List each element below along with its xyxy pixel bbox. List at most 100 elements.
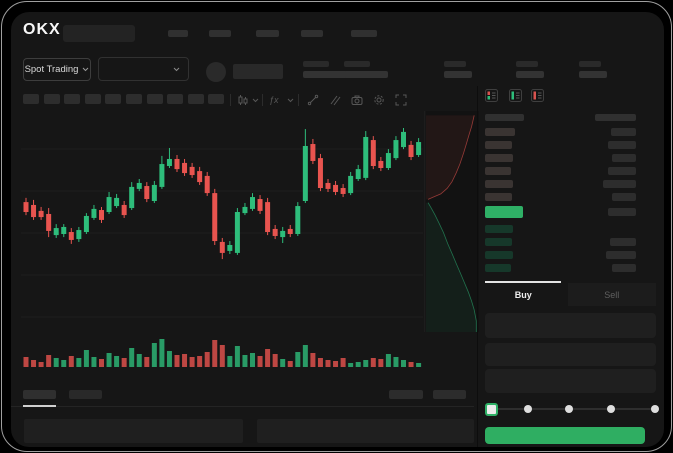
volume-bar bbox=[287, 361, 293, 367]
bid-row-price-placeholder[interactable] bbox=[485, 264, 511, 272]
candle-body bbox=[302, 146, 308, 201]
ask-row-price-placeholder[interactable] bbox=[485, 180, 513, 188]
draw-tool-icon[interactable] bbox=[329, 94, 343, 107]
timeframe-button[interactable] bbox=[167, 94, 184, 104]
settings-icon[interactable] bbox=[373, 94, 387, 107]
book-combined-icon[interactable] bbox=[485, 89, 498, 102]
ask-row-amount-placeholder[interactable] bbox=[611, 128, 636, 136]
trade-input-placeholder[interactable] bbox=[485, 313, 656, 338]
volume-bar bbox=[416, 363, 422, 367]
orders-tab[interactable] bbox=[69, 390, 102, 399]
ask-row-price-placeholder[interactable] bbox=[485, 128, 515, 136]
market-type-selector[interactable]: Spot Trading bbox=[23, 58, 91, 81]
candle-body bbox=[189, 166, 195, 176]
volume-bar bbox=[159, 339, 165, 367]
ask-row-amount-placeholder[interactable] bbox=[612, 154, 636, 162]
timeframe-button[interactable] bbox=[23, 94, 39, 104]
ask-row-price-placeholder[interactable] bbox=[485, 167, 511, 175]
ask-row-amount-placeholder[interactable] bbox=[608, 141, 636, 149]
ask-row-amount-placeholder[interactable] bbox=[603, 180, 636, 188]
trade-input-placeholder[interactable] bbox=[485, 369, 656, 393]
timeframe-button[interactable] bbox=[208, 94, 225, 104]
ticker-stat-label-placeholder bbox=[444, 61, 466, 67]
tab-buy[interactable]: Buy bbox=[514, 289, 532, 300]
timeframe-button[interactable] bbox=[126, 94, 142, 104]
candle-body bbox=[46, 213, 52, 231]
ask-row-price-placeholder[interactable] bbox=[485, 193, 512, 201]
pair-selector-dropdown[interactable] bbox=[98, 57, 189, 81]
bid-row-amount-placeholder[interactable] bbox=[606, 251, 636, 259]
timeframe-button[interactable] bbox=[84, 94, 101, 104]
volume-bar bbox=[31, 360, 37, 367]
nav-item-placeholder[interactable] bbox=[351, 30, 377, 37]
nav-item-placeholder[interactable] bbox=[168, 30, 188, 37]
volume-bar bbox=[189, 357, 195, 367]
bid-row-amount-placeholder[interactable] bbox=[612, 264, 636, 272]
book-asks-icon[interactable] bbox=[531, 89, 544, 102]
camera-icon[interactable] bbox=[351, 94, 365, 107]
bid-row-amount-placeholder[interactable] bbox=[610, 238, 636, 246]
chevron-down-icon[interactable] bbox=[287, 94, 295, 107]
volume-bar bbox=[76, 358, 82, 367]
candle-body bbox=[295, 206, 301, 234]
active-tab-underline bbox=[23, 405, 56, 407]
slider-stop-100[interactable] bbox=[651, 405, 659, 413]
timeframe-button[interactable] bbox=[146, 94, 163, 104]
depth-chart[interactable] bbox=[426, 111, 479, 332]
volume-bar bbox=[114, 356, 120, 367]
candlestick-chart[interactable] bbox=[21, 111, 423, 333]
timeframe-button[interactable] bbox=[43, 94, 60, 104]
candle-body bbox=[182, 162, 188, 174]
chevron-down-icon bbox=[83, 67, 89, 72]
ticker-stat-label-placeholder bbox=[579, 61, 601, 67]
candle-body bbox=[99, 210, 104, 220]
volume-bar bbox=[61, 360, 67, 367]
slider-stop-75[interactable] bbox=[607, 405, 615, 413]
slider-stop-25[interactable] bbox=[524, 405, 532, 413]
ask-row-amount-placeholder[interactable] bbox=[612, 193, 636, 201]
last-price-highlight[interactable] bbox=[485, 206, 523, 218]
orders-action-placeholder[interactable] bbox=[433, 390, 466, 399]
ask-row-price-placeholder[interactable] bbox=[485, 141, 512, 149]
volume-chart[interactable] bbox=[21, 339, 423, 367]
nav-item-placeholder[interactable] bbox=[256, 30, 279, 37]
ticker-stat-value-placeholder bbox=[303, 71, 347, 78]
orders-action-placeholder[interactable] bbox=[389, 390, 423, 399]
timeframe-button[interactable] bbox=[187, 94, 204, 104]
timeframe-button[interactable] bbox=[64, 94, 81, 104]
amount-slider-handle[interactable] bbox=[485, 403, 498, 416]
slider-stop-50[interactable] bbox=[565, 405, 573, 413]
ask-row-price-placeholder[interactable] bbox=[485, 154, 513, 162]
candlestick-icon[interactable] bbox=[237, 94, 251, 107]
volume-bar bbox=[204, 352, 210, 367]
indicators-icon[interactable]: ƒx bbox=[269, 95, 279, 105]
candle-body bbox=[416, 142, 422, 156]
chevron-down-icon[interactable] bbox=[252, 94, 260, 107]
ask-row-amount-placeholder[interactable] bbox=[608, 167, 636, 175]
bid-row-price-placeholder[interactable] bbox=[485, 251, 513, 259]
nav-item-placeholder[interactable] bbox=[209, 30, 231, 37]
volume-bar bbox=[121, 358, 127, 367]
candle-body bbox=[38, 210, 44, 218]
trade-input-placeholder[interactable] bbox=[485, 343, 656, 366]
candle-body bbox=[144, 186, 150, 200]
candle-body bbox=[385, 153, 391, 168]
fullscreen-icon[interactable] bbox=[395, 94, 409, 107]
volume-bar bbox=[302, 345, 308, 367]
orders-table-placeholder bbox=[24, 419, 243, 443]
search-box[interactable] bbox=[63, 25, 135, 42]
tab-sell[interactable]: Sell bbox=[567, 283, 656, 306]
candle-body bbox=[106, 197, 112, 212]
orders-tab-active[interactable] bbox=[23, 390, 56, 399]
timeframe-button[interactable] bbox=[105, 94, 122, 104]
book-bids-icon[interactable] bbox=[509, 89, 522, 102]
candle-body bbox=[333, 184, 339, 192]
buy-submit-button[interactable] bbox=[485, 427, 645, 444]
nav-item-placeholder[interactable] bbox=[301, 30, 323, 37]
bid-row-price-placeholder[interactable] bbox=[485, 238, 512, 246]
trendline-icon[interactable] bbox=[307, 94, 321, 107]
okx-logo[interactable]: OKX bbox=[23, 21, 61, 38]
bid-row-price-placeholder[interactable] bbox=[485, 225, 513, 233]
volume-bar bbox=[242, 355, 248, 367]
